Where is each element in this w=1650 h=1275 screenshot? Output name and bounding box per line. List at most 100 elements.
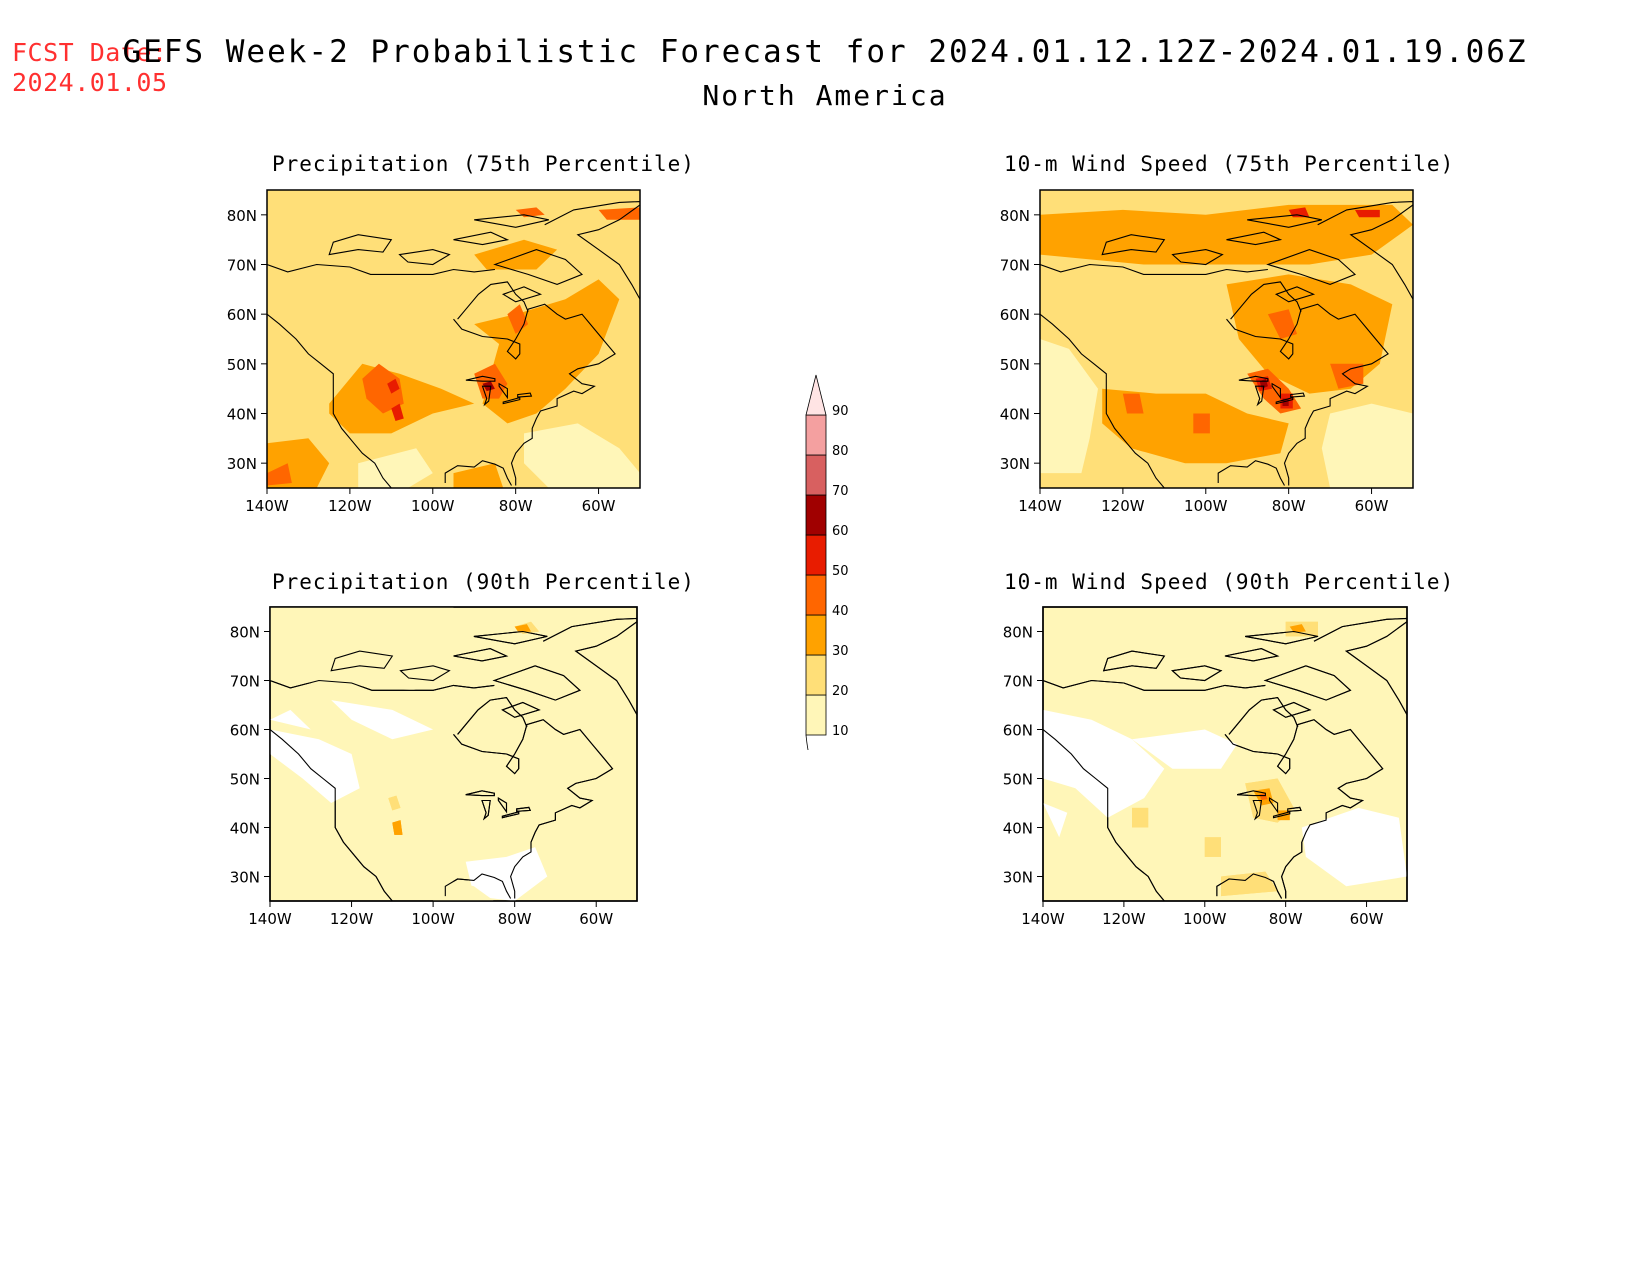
fcst-date: 2024.01.05 bbox=[12, 68, 168, 97]
coastline bbox=[1224, 648, 1280, 662]
lat-tick-label: 80N bbox=[227, 207, 257, 225]
colorbar-cap-top bbox=[805, 374, 827, 416]
prob-contour-30 bbox=[392, 820, 403, 835]
prob-contour-20 bbox=[1221, 871, 1278, 897]
panel-title-precip-90: Precipitation (90th Percentile) bbox=[272, 570, 695, 594]
coastline bbox=[453, 719, 614, 899]
prob-contour-10 bbox=[1321, 403, 1413, 488]
lat-tick-label: 50N bbox=[1003, 771, 1033, 789]
colorbar-bin-30 bbox=[805, 614, 827, 656]
prob-contour-10 bbox=[433, 876, 495, 901]
page-title: GEFS Week-2 Probabilistic Forecast for 2… bbox=[122, 34, 1528, 70]
map-panel-precip-75: 80N 70N 60N 50N 40N 30N 140W 120W 100W 80W 60W bbox=[227, 189, 641, 515]
coastline bbox=[1268, 797, 1279, 814]
map-panel-wind-75: 80N 70N 60N 50N 40N 30N 140W 120W 100W 80W 60W bbox=[1000, 189, 1414, 515]
colorbar-bin-50 bbox=[805, 534, 827, 576]
coastline bbox=[501, 811, 520, 819]
panel-title-wind-75: 10-m Wind Speed (75th Percentile) bbox=[1004, 152, 1455, 176]
lat-tick-label: 80N bbox=[1003, 624, 1033, 642]
coastline bbox=[501, 286, 543, 303]
prob-contour-20 bbox=[1204, 837, 1221, 857]
coastline bbox=[1236, 790, 1266, 797]
coastline bbox=[1040, 313, 1165, 488]
lon-tick-label: 80W bbox=[499, 497, 533, 515]
prob-contour-40 bbox=[1193, 413, 1210, 434]
colorbar-bin-10 bbox=[805, 694, 827, 736]
coastline bbox=[1171, 249, 1224, 266]
lon-tick-label: 100W bbox=[411, 910, 455, 928]
coastline bbox=[1287, 806, 1302, 812]
below-threshold-area bbox=[1301, 807, 1407, 887]
coastline bbox=[542, 617, 637, 716]
coastlines bbox=[1040, 201, 1413, 488]
colorbar-label: 60 bbox=[832, 524, 849, 539]
coastline bbox=[1266, 249, 1357, 285]
coastline bbox=[1043, 729, 1165, 901]
coastline bbox=[399, 665, 451, 682]
coastline bbox=[1313, 617, 1407, 716]
prob-contour-10 bbox=[524, 423, 640, 488]
below-threshold-area bbox=[1132, 729, 1238, 769]
coastline bbox=[544, 201, 640, 300]
coastline bbox=[1043, 679, 1266, 691]
colorbar-cap-bottom bbox=[805, 734, 809, 750]
coastline bbox=[1275, 396, 1294, 405]
coastline bbox=[1171, 665, 1223, 682]
below-threshold-area bbox=[465, 847, 548, 901]
prob-contour-40 bbox=[362, 363, 404, 414]
lon-tick-label: 80W bbox=[1272, 497, 1306, 515]
map-frame bbox=[1042, 606, 1408, 902]
coastline bbox=[1102, 650, 1166, 672]
coastline bbox=[1263, 665, 1352, 701]
lat-tick-label: 50N bbox=[227, 356, 257, 374]
lat-tick-label: 60N bbox=[230, 722, 260, 740]
coastline bbox=[492, 665, 581, 701]
coastline bbox=[498, 382, 508, 400]
coastline bbox=[1272, 701, 1312, 718]
coastline bbox=[270, 729, 393, 901]
coastline bbox=[267, 263, 495, 275]
lat-tick-label: 60N bbox=[1003, 722, 1033, 740]
coastline bbox=[1274, 286, 1316, 303]
coastlines-top bbox=[1043, 617, 1407, 901]
coastline bbox=[1254, 385, 1265, 407]
prob-contour-10 bbox=[270, 607, 454, 691]
coastline bbox=[453, 648, 509, 662]
colorbar-label: 30 bbox=[832, 644, 849, 659]
prob-contour-40 bbox=[267, 463, 292, 486]
map-frame bbox=[1039, 189, 1414, 489]
colorbar-label: 40 bbox=[832, 604, 849, 619]
lat-tick-label: 30N bbox=[1003, 869, 1033, 887]
lon-tick-label: 140W bbox=[245, 497, 289, 515]
coastline bbox=[465, 375, 496, 382]
lat-tick-label: 40N bbox=[230, 820, 260, 838]
colorbar-label: 70 bbox=[832, 484, 849, 499]
coastline bbox=[473, 630, 548, 645]
lon-tick-label: 140W bbox=[1021, 910, 1065, 928]
lat-tick-label: 70N bbox=[1000, 257, 1030, 275]
coastline bbox=[444, 460, 512, 486]
colorbar-bin-20 bbox=[805, 654, 827, 696]
lat-tick-label: 70N bbox=[1003, 673, 1033, 691]
lat-tick-label: 30N bbox=[227, 455, 257, 473]
lat-tick-label: 30N bbox=[230, 869, 260, 887]
lat-tick-label: 60N bbox=[1000, 306, 1030, 324]
coastline bbox=[328, 234, 393, 256]
map-frame bbox=[269, 606, 638, 902]
lon-tick-label: 60W bbox=[579, 910, 613, 928]
coastline bbox=[398, 249, 451, 266]
coastline bbox=[453, 231, 510, 246]
prob-contour-10 bbox=[358, 448, 433, 488]
prob-contour-50 bbox=[387, 378, 400, 394]
panel-title-precip-75: Precipitation (75th Percentile) bbox=[272, 152, 695, 176]
prob-contour-30 bbox=[453, 463, 504, 488]
fcst-label: FCST Date: bbox=[12, 38, 168, 67]
map-shaded-field bbox=[1040, 204, 1413, 488]
lon-tick-label: 140W bbox=[248, 910, 292, 928]
coastline bbox=[516, 806, 532, 812]
colorbar-label: 20 bbox=[832, 684, 849, 699]
lat-tick-label: 80N bbox=[1000, 207, 1030, 225]
prob-contour-40 bbox=[1122, 393, 1144, 414]
lon-tick-label: 60W bbox=[1355, 497, 1389, 515]
colorbar-label: 90 bbox=[832, 404, 849, 419]
